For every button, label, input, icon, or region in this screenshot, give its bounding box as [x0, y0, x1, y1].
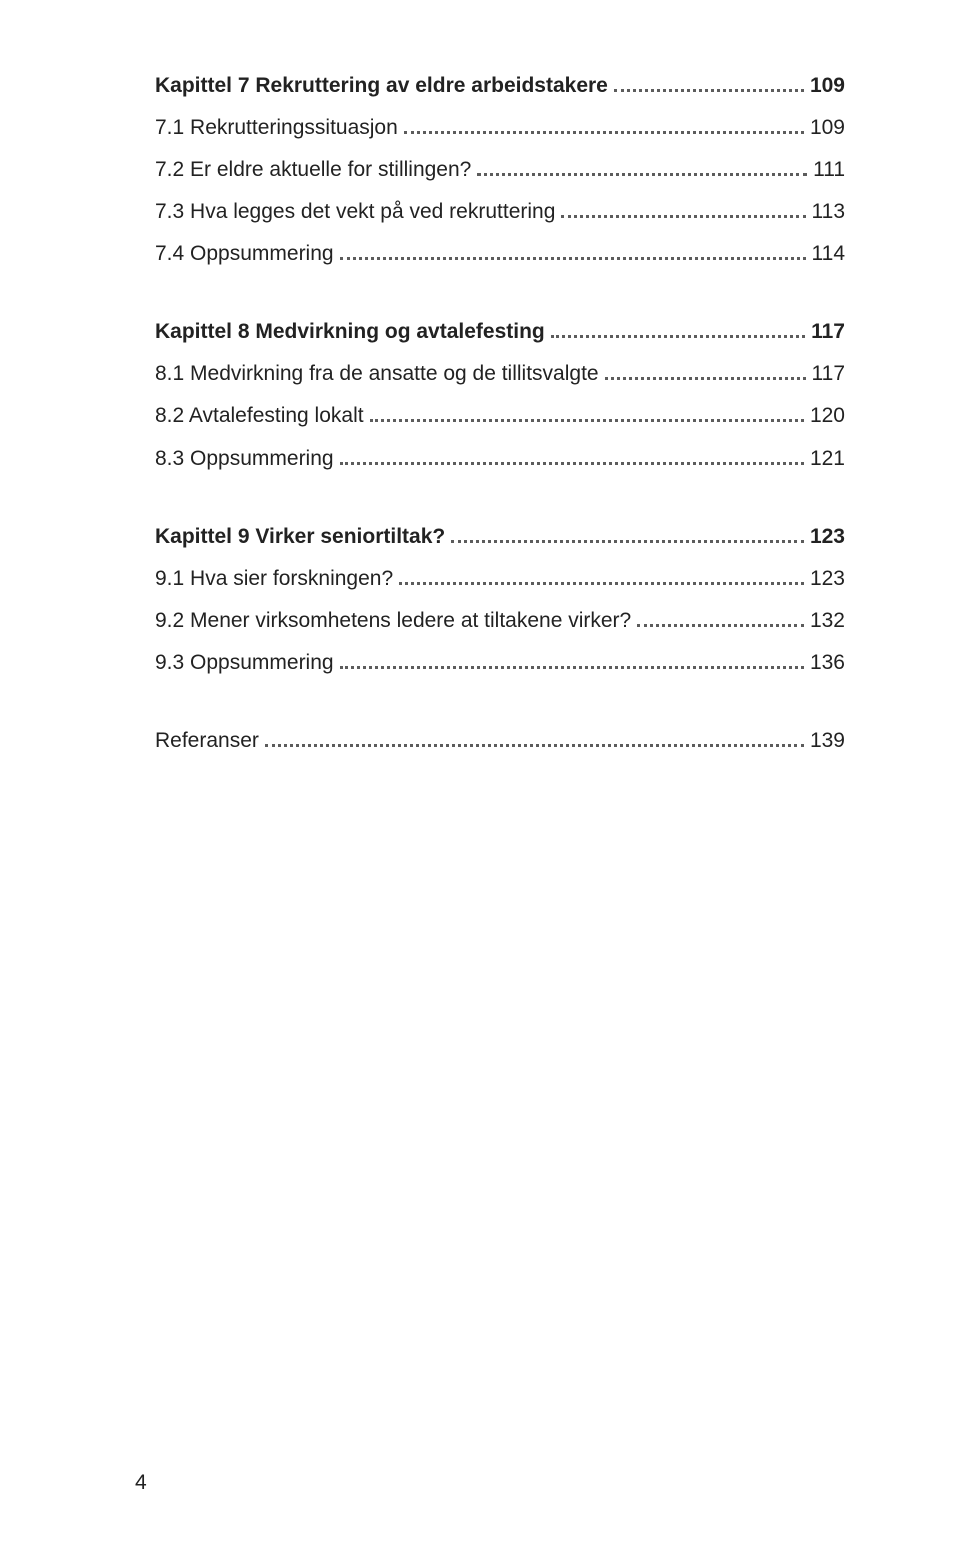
toc-group: Referanser 139 [155, 725, 845, 753]
toc-page: 123 [810, 566, 845, 591]
toc-leader-dots [340, 238, 806, 260]
toc-leader-dots [614, 70, 804, 92]
toc-page: 117 [811, 319, 845, 344]
toc-entry: 8.3 Oppsummering 121 [155, 443, 845, 471]
toc-entry: 7.3 Hva legges det vekt på ved rekrutter… [155, 196, 845, 224]
toc-entry: 9.2 Mener virksomhetens ledere at tiltak… [155, 605, 845, 633]
toc-label: 7.2 Er eldre aktuelle for stillingen? [155, 157, 471, 182]
toc-leader-dots [370, 401, 804, 423]
toc-label: 7.1 Rekrutteringssituasjon [155, 115, 398, 140]
toc-leader-dots [451, 521, 804, 543]
toc-leader-dots [637, 605, 804, 627]
toc-page: 136 [810, 650, 845, 675]
toc-chapter: Kapittel 7 Rekruttering av eldre arbeids… [155, 70, 845, 98]
toc-label: 7.4 Oppsummering [155, 241, 334, 266]
toc-group: Kapittel 7 Rekruttering av eldre arbeids… [155, 70, 845, 266]
toc-leader-dots [265, 725, 804, 747]
page-number: 4 [135, 1471, 147, 1495]
toc-label: 7.3 Hva legges det vekt på ved rekrutter… [155, 199, 555, 224]
toc-leader-dots [561, 196, 805, 218]
toc-label: 9.3 Oppsummering [155, 650, 334, 675]
toc-entry: 7.4 Oppsummering 114 [155, 238, 845, 266]
toc-leader-dots [340, 647, 804, 669]
toc-chapter: Kapittel 9 Virker seniortiltak? 123 [155, 521, 845, 549]
toc-label: 9.2 Mener virksomhetens ledere at tiltak… [155, 608, 631, 633]
toc-page: 132 [810, 608, 845, 633]
toc-leader-dots [340, 443, 804, 465]
toc-entry: 9.1 Hva sier forskningen? 123 [155, 563, 845, 591]
toc-leader-dots [404, 112, 804, 134]
toc-page: 109 [810, 73, 845, 98]
toc-leader-dots [605, 358, 806, 380]
toc-page: 139 [810, 728, 845, 753]
toc-label: Kapittel 8 Medvirkning og avtalefesting [155, 319, 545, 344]
toc-group-gap [155, 280, 845, 302]
toc-entry: 8.2 Avtalefesting lokalt 120 [155, 401, 845, 429]
toc-label: 8.1 Medvirkning fra de ansatte og de til… [155, 361, 599, 386]
toc-entry: 8.1 Medvirkning fra de ansatte og de til… [155, 358, 845, 386]
toc-entry: 7.1 Rekrutteringssituasjon 109 [155, 112, 845, 140]
toc-leader-dots [551, 316, 805, 338]
toc-label: Kapittel 7 Rekruttering av eldre arbeids… [155, 73, 608, 98]
toc-label: 8.3 Oppsummering [155, 446, 334, 471]
table-of-contents: Kapittel 7 Rekruttering av eldre arbeids… [155, 70, 845, 753]
toc-entry: Referanser 139 [155, 725, 845, 753]
toc-page: 117 [812, 361, 845, 386]
toc-label: 8.2 Avtalefesting lokalt [155, 403, 364, 428]
toc-label: Referanser [155, 728, 259, 753]
toc-leader-dots [399, 563, 804, 585]
toc-page: 113 [812, 199, 845, 224]
toc-chapter: Kapittel 8 Medvirkning og avtalefesting 1… [155, 316, 845, 344]
toc-label: 9.1 Hva sier forskningen? [155, 566, 393, 591]
toc-entry: 9.3 Oppsummering 136 [155, 647, 845, 675]
toc-group: Kapittel 9 Virker seniortiltak?1239.1 Hv… [155, 521, 845, 675]
toc-leader-dots [477, 154, 807, 176]
toc-group-gap [155, 485, 845, 507]
toc-page: 123 [810, 524, 845, 549]
toc-group-gap [155, 689, 845, 711]
toc-page: 120 [810, 403, 845, 428]
toc-group: Kapittel 8 Medvirkning og avtalefesting 1… [155, 316, 845, 470]
toc-entry: 7.2 Er eldre aktuelle for stillingen? 111 [155, 154, 845, 182]
toc-page: 109 [810, 115, 845, 140]
toc-label: Kapittel 9 Virker seniortiltak? [155, 524, 445, 549]
toc-page: 114 [812, 241, 845, 266]
toc-page: 111 [813, 157, 845, 182]
toc-page: 121 [810, 446, 845, 471]
